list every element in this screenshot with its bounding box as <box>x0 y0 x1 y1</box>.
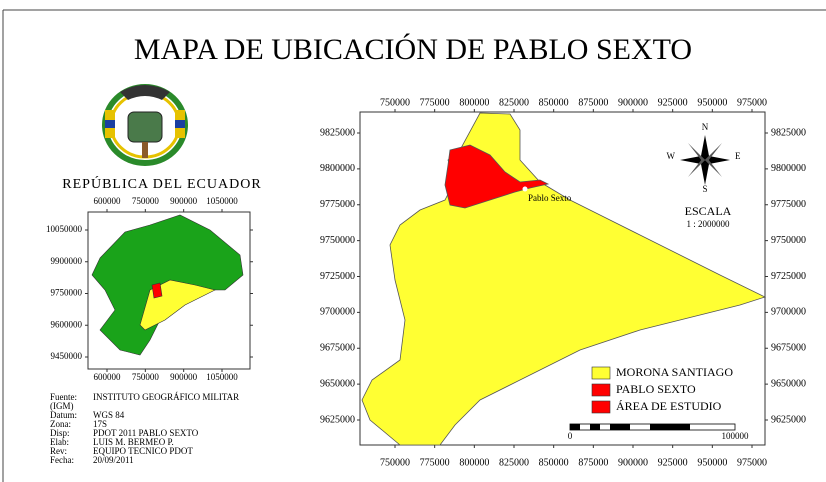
map-title: MAPA DE UBICACIÓN DE PABLO SEXTO <box>134 33 692 66</box>
scale-bar <box>570 424 735 430</box>
y-tick-label: 9775000 <box>771 199 806 210</box>
x-tick-label: 925000 <box>658 97 688 108</box>
x-tick-label: 600000 <box>94 196 122 206</box>
x-tick-label: 800000 <box>459 97 489 108</box>
y-tick-label: 9750000 <box>51 288 83 298</box>
y-tick-label: 9800000 <box>771 163 806 174</box>
y-tick-label: 9725000 <box>771 271 806 282</box>
compass-south: S <box>702 184 707 194</box>
x-tick-label: 825000 <box>499 457 529 468</box>
x-tick-label: 600000 <box>94 372 122 382</box>
map-page: MAPA DE UBICACIÓN DE PABLO SEXTO REPÚBLI… <box>0 0 826 482</box>
x-tick-label: 1050000 <box>206 372 238 382</box>
x-tick-label: 800000 <box>459 457 489 468</box>
y-tick-label: 9825000 <box>320 127 355 138</box>
x-tick-label: 850000 <box>539 97 569 108</box>
legend-label: ÁREA DE ESTUDIO <box>616 399 722 413</box>
x-tick-label: 950000 <box>697 97 727 108</box>
compass-east: E <box>735 151 741 161</box>
x-tick-label: 850000 <box>539 457 569 468</box>
y-tick-label: 9800000 <box>320 163 355 174</box>
emblem <box>105 85 185 163</box>
x-tick-label: 1050000 <box>206 196 238 206</box>
x-tick-label: 750000 <box>132 196 160 206</box>
x-tick-label: 875000 <box>578 97 608 108</box>
y-tick-label: 9725000 <box>320 271 355 282</box>
legend-swatch <box>592 384 610 396</box>
y-tick-label: 9825000 <box>771 127 806 138</box>
legend-swatch <box>592 367 610 379</box>
credits: Fuente:INSTITUTO GEOGRÁFICO MILITAR(IGM)… <box>50 392 239 465</box>
x-tick-label: 900000 <box>170 372 198 382</box>
credit-value: INSTITUTO GEOGRÁFICO MILITAR <box>93 392 239 402</box>
scale-end: 100000 <box>722 431 750 441</box>
scale-heading: ESCALA <box>685 204 732 218</box>
y-tick-label: 9650000 <box>771 378 806 389</box>
x-tick-label: 825000 <box>499 97 529 108</box>
y-tick-label: 9700000 <box>771 307 806 318</box>
y-tick-label: 9900000 <box>51 256 83 266</box>
y-tick-label: 9450000 <box>51 351 83 361</box>
x-tick-label: 750000 <box>380 457 410 468</box>
place-label: Pablo Sexto <box>528 193 572 203</box>
credit-label: Fecha: <box>50 455 74 465</box>
scale-ratio: 1 : 2000000 <box>686 219 730 229</box>
x-tick-label: 750000 <box>132 372 160 382</box>
x-tick-label: 750000 <box>380 97 410 108</box>
scale-start: 0 <box>568 431 573 441</box>
x-tick-label: 775000 <box>420 97 450 108</box>
y-tick-label: 9750000 <box>320 235 355 246</box>
x-tick-label: 975000 <box>737 457 767 468</box>
y-tick-label: 9650000 <box>320 378 355 389</box>
x-tick-label: 775000 <box>420 457 450 468</box>
x-tick-label: 900000 <box>618 97 648 108</box>
y-tick-label: 9600000 <box>51 319 83 329</box>
y-tick-label: 9775000 <box>320 199 355 210</box>
x-tick-label: 975000 <box>737 97 767 108</box>
country-label: REPÚBLICA DEL ECUADOR <box>62 175 261 192</box>
y-tick-label: 9675000 <box>771 343 806 354</box>
y-tick-label: 9750000 <box>771 235 806 246</box>
y-tick-label: 10050000 <box>46 224 83 234</box>
x-tick-label: 875000 <box>578 457 608 468</box>
x-tick-label: 900000 <box>170 196 198 206</box>
legend-swatch <box>592 401 610 413</box>
place-point <box>523 187 528 192</box>
legend-label: MORONA SANTIAGO <box>616 365 733 379</box>
y-tick-label: 9700000 <box>320 307 355 318</box>
x-tick-label: 900000 <box>618 457 648 468</box>
legend-label: PABLO SEXTO <box>616 382 696 396</box>
y-tick-label: 9625000 <box>771 414 806 425</box>
credit-value: 20/09/2011 <box>93 455 134 465</box>
compass-west: W <box>667 151 676 161</box>
y-tick-label: 9675000 <box>320 343 355 354</box>
compass-north: N <box>702 122 709 132</box>
y-tick-label: 9625000 <box>320 414 355 425</box>
parish-shape <box>152 283 162 298</box>
x-tick-label: 950000 <box>697 457 727 468</box>
x-tick-label: 925000 <box>658 457 688 468</box>
